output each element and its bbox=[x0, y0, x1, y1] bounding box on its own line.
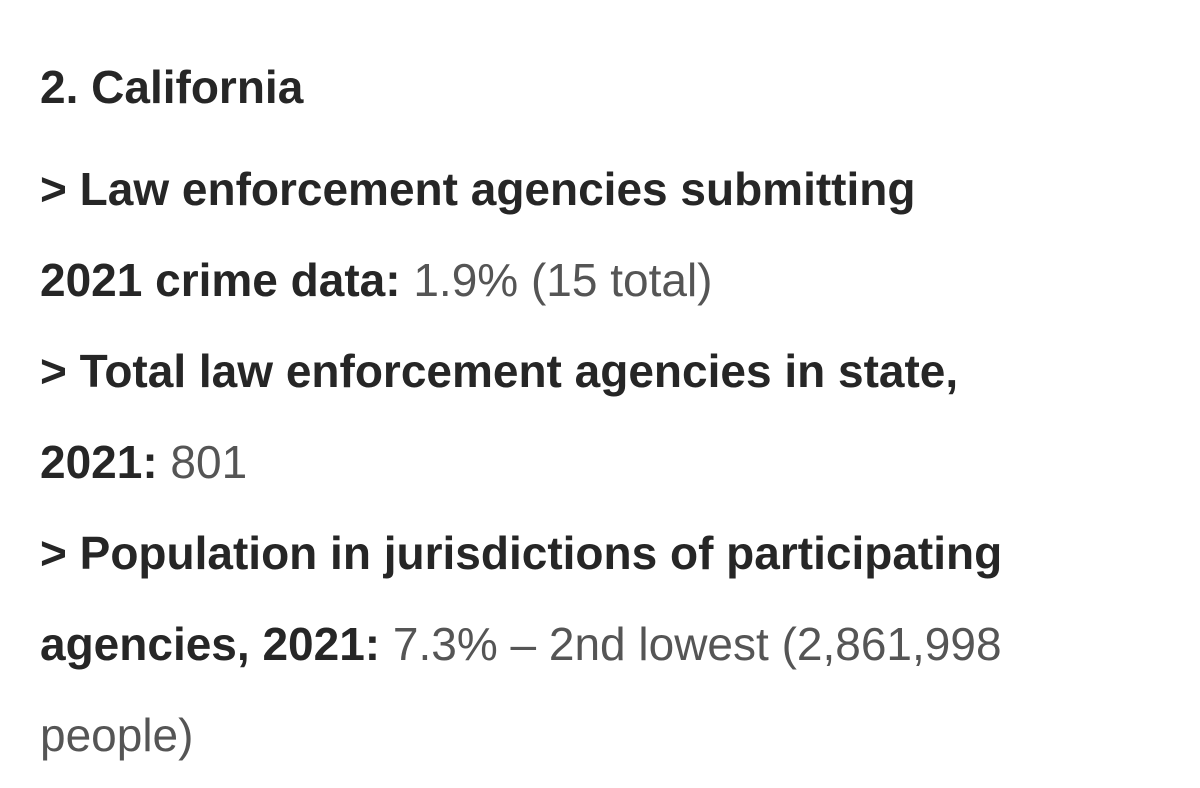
item-3-label-line-2: agencies, 2021: bbox=[40, 618, 381, 670]
item-1-line-2: 2021 crime data: 1.9% (15 total) bbox=[40, 235, 1180, 326]
item-3-label-line-1: > Population in jurisdictions of partici… bbox=[40, 527, 1003, 579]
item-2-value: 801 bbox=[157, 436, 248, 488]
item-1-label-line-1: > Law enforcement agencies submitting bbox=[40, 163, 916, 215]
item-3-value: 7.3% – 2nd lowest (2,861,998 bbox=[380, 618, 1002, 670]
item-2-line-2: 2021: 801 bbox=[40, 417, 1180, 508]
item-3-line-2: agencies, 2021: 7.3% – 2nd lowest (2,861… bbox=[40, 599, 1180, 690]
item-3-value-continued: people) bbox=[40, 709, 194, 761]
item-2-label-line-1: > Total law enforcement agencies in stat… bbox=[40, 345, 959, 397]
item-1-label-line-2: 2021 crime data: bbox=[40, 254, 401, 306]
section-heading: 2. California bbox=[40, 61, 304, 113]
item-1-value: 1.9% (15 total) bbox=[400, 254, 713, 306]
item-2-label-line-2: 2021: bbox=[40, 436, 158, 488]
